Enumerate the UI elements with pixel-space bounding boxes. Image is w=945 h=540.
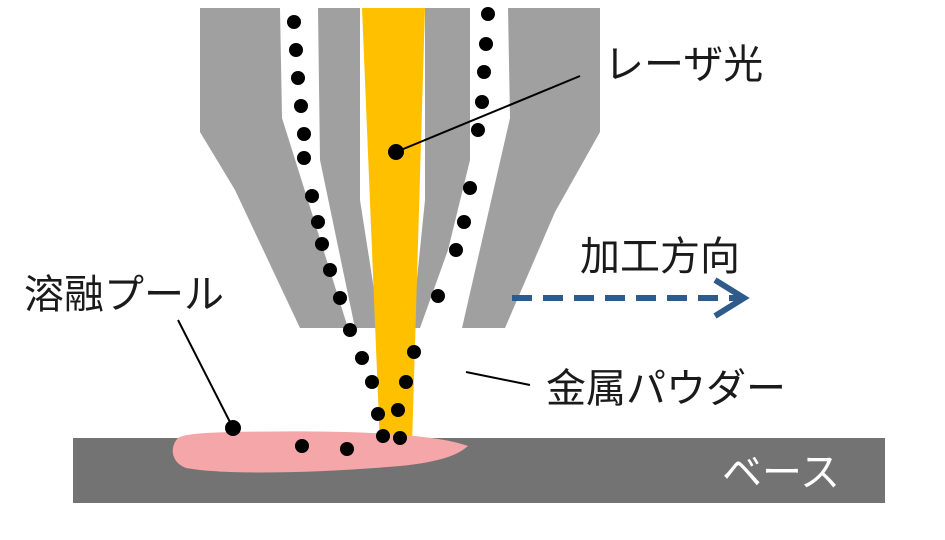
powder-particle: [481, 7, 495, 21]
powder-particle: [287, 15, 301, 29]
powder-particle: [305, 189, 319, 203]
nozzle-center-left: [318, 8, 380, 328]
powder-leader-line: [465, 371, 531, 386]
powder-particle: [289, 43, 303, 57]
powder-particle: [311, 215, 325, 229]
powder-label: 金属パウダー: [546, 366, 786, 412]
powder-particle: [393, 431, 407, 445]
powder-particle: [291, 71, 305, 85]
laser-leader-line: [395, 75, 581, 153]
powder-particle: [376, 429, 390, 443]
powder-particle: [371, 407, 385, 421]
powder-particle: [399, 375, 413, 389]
laser-beam: [362, 8, 425, 445]
base-label: ベース: [722, 450, 840, 496]
powder-particle: [449, 243, 463, 257]
nozzle-left-wall: [200, 8, 348, 328]
direction-label: 加工方向: [580, 234, 740, 280]
nozzle-center-right: [412, 8, 470, 328]
powder-particle: [479, 37, 493, 51]
powder-particle: [431, 289, 445, 303]
powder-particle: [477, 65, 491, 79]
melt-pool-leader-line: [177, 319, 233, 427]
powder-particle: [463, 181, 477, 195]
powder-particle: [355, 351, 369, 365]
powder-particle: [297, 127, 311, 141]
powder-particle: [365, 375, 379, 389]
powder-particle: [294, 99, 308, 113]
powder-particle: [333, 291, 347, 305]
powder-particle: [295, 439, 309, 453]
powder-particle: [407, 345, 421, 359]
powder-particle: [391, 403, 405, 417]
powder-particle: [225, 420, 241, 436]
powder-particle: [297, 151, 311, 165]
nozzle-right-wall: [462, 8, 600, 328]
powder-particle: [471, 123, 485, 137]
powder-particle: [475, 95, 489, 109]
direction-arrow: [512, 277, 750, 319]
powder-particles: [225, 7, 495, 456]
powder-particle: [457, 215, 471, 229]
powder-particle: [315, 237, 329, 251]
powder-particle: [343, 323, 357, 337]
direction-arrow-head: [713, 277, 750, 319]
melt-pool-label: 溶融プール: [24, 272, 224, 318]
powder-particle: [340, 442, 354, 456]
laser-label: レーザ光: [604, 42, 763, 88]
powder-particle: [323, 263, 337, 277]
